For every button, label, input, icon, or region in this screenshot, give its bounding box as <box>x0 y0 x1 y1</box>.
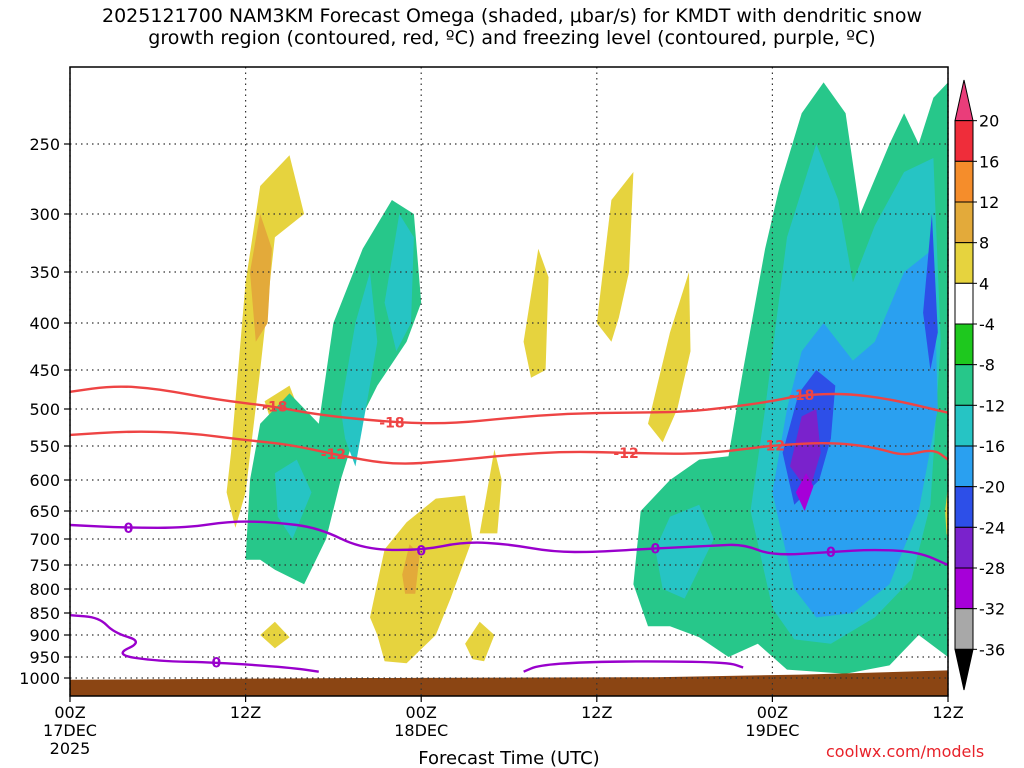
xtick-label-36: 12Z <box>581 703 612 722</box>
xtick-label-24: 00Z <box>406 703 437 722</box>
freezing-level-contour-lower-label-0: 0 <box>211 655 221 671</box>
xtick-date-0: 17DEC <box>43 721 97 740</box>
xtick-label-12: 12Z <box>230 703 261 722</box>
omega-region-10 <box>523 248 549 378</box>
ytick-label-400: 400 <box>29 314 60 333</box>
freezing-level-contour-ground <box>523 660 744 673</box>
chart-title-line-1: 2025121700 NAM3KM Forecast Omega (shaded… <box>102 5 922 27</box>
omega-region-13 <box>465 621 495 662</box>
colorbar-legend: 20 16 12 8 4 -4 -8 -12 -16 -20 -24 -28 -32 -36 <box>954 79 1005 691</box>
colorbar-cell-8 <box>954 404 974 447</box>
xtick-date-48: 19DEC <box>745 721 799 740</box>
freezing-level-contour-label-2: 0 <box>650 541 660 557</box>
colorbar-cell-1 <box>954 120 974 162</box>
omega-region-22 <box>923 214 938 370</box>
xtick-year-0: 2025 <box>50 739 91 758</box>
colorbar-label-13: -36 <box>979 640 1005 659</box>
colorbar-label-3: 8 <box>979 234 989 253</box>
ytick-label-750: 750 <box>29 556 60 575</box>
colorbar-cell-7 <box>954 364 974 406</box>
colorbar-label-1: 16 <box>979 152 999 171</box>
colorbar-label-2: 12 <box>979 193 999 212</box>
freezing-level-contour-label-0: 0 <box>124 521 134 537</box>
ytick-label-450: 450 <box>29 361 60 380</box>
ytick-label-550: 550 <box>29 437 60 456</box>
omega-region-8 <box>402 544 420 594</box>
ytick-label-800: 800 <box>29 580 60 599</box>
xtick-date-24: 18DEC <box>394 721 448 740</box>
ytick-label-500: 500 <box>29 400 60 419</box>
colorbar-cell-6 <box>954 323 974 366</box>
freezing-level-contour-lower <box>69 614 319 673</box>
ytick-label-850: 850 <box>29 604 60 623</box>
ytick-label-250: 250 <box>29 135 60 154</box>
dgz-contour-minus18-label-2: -18 <box>789 388 814 404</box>
omega-region-5 <box>384 214 414 352</box>
xtick-label-0: 00Z <box>54 703 85 722</box>
dgz-contour-minus12 <box>69 430 949 465</box>
contour-lines: -18 -18 -18 -12 -12 -12 0 0 0 0 0 <box>69 385 949 673</box>
dgz-contour-minus18 <box>69 385 949 425</box>
xtick-label-48: 00Z <box>757 703 788 722</box>
colorbar-label-9: -20 <box>979 478 1005 497</box>
colorbar-cell-bottom <box>954 648 974 691</box>
colorbar-cell-top <box>954 79 974 122</box>
plot-frame <box>69 66 949 697</box>
credit-link[interactable]: coolwx.com/models <box>826 742 985 761</box>
omega-region-21 <box>795 473 814 511</box>
dgz-contour-minus12-label-1: -12 <box>613 446 638 462</box>
colorbar-cell-10 <box>954 486 974 528</box>
dgz-contour-minus18-label-0: -18 <box>262 400 287 416</box>
omega-region-16 <box>655 504 714 599</box>
ytick-label-650: 650 <box>29 502 60 521</box>
colorbar-cell-5 <box>954 282 974 325</box>
colorbar-cell-12 <box>954 567 974 610</box>
omega-region-1 <box>250 214 272 342</box>
x-axis-title: Forecast Time (UTC) <box>418 748 599 768</box>
dgz-contour-minus18-label-1: -18 <box>379 415 404 431</box>
ytick-label-350: 350 <box>29 263 60 282</box>
colorbar-label-8: -16 <box>979 437 1005 456</box>
colorbar-label-0: 20 <box>979 112 999 131</box>
colorbar-label-7: -12 <box>979 396 1005 415</box>
xtick-label-60: 12Z <box>932 703 963 722</box>
freezing-level-contour-label-1: 0 <box>416 543 426 559</box>
omega-region-18 <box>772 248 938 618</box>
ytick-label-700: 700 <box>29 530 60 549</box>
ytick-label-900: 900 <box>29 626 60 645</box>
y-axis: 250 300 350 400 450 500 550 600 650 700 750 800 850 9… <box>19 135 70 688</box>
colorbar-cell-2 <box>954 160 974 203</box>
freezing-level-contour <box>69 520 949 567</box>
colorbar-label-10: -24 <box>979 518 1005 537</box>
dgz-contour-minus12-label-0: -12 <box>321 447 346 463</box>
omega-region-0 <box>226 155 305 528</box>
ytick-label-1000: 1000 <box>19 669 60 688</box>
colorbar-label-11: -28 <box>979 559 1005 578</box>
ytick-label-300: 300 <box>29 205 60 224</box>
colorbar-cell-4 <box>954 242 974 284</box>
ytick-label-950: 950 <box>29 648 60 667</box>
omega-region-9 <box>479 449 502 534</box>
chart-title-line-2: growth region (contoured, red, ºC) and f… <box>148 27 876 49</box>
colorbar-label-6: -8 <box>979 356 995 375</box>
colorbar-cell-3 <box>954 201 974 244</box>
colorbar-cell-11 <box>954 526 974 569</box>
colorbar-label-4: 4 <box>979 274 989 293</box>
omega-region-12 <box>648 272 691 443</box>
terrain-fill <box>70 670 948 696</box>
omega-region-11 <box>596 172 634 342</box>
colorbar-cell-13 <box>954 608 974 650</box>
colorbar-label-5: -4 <box>979 315 995 334</box>
ytick-label-600: 600 <box>29 471 60 490</box>
freezing-level-contour-label-3: 0 <box>826 545 836 561</box>
colorbar-cell-9 <box>954 445 974 488</box>
colorbar-label-12: -32 <box>979 600 1005 619</box>
dgz-contour-minus12-label-2: -12 <box>760 438 785 454</box>
omega-region-20 <box>790 409 821 493</box>
